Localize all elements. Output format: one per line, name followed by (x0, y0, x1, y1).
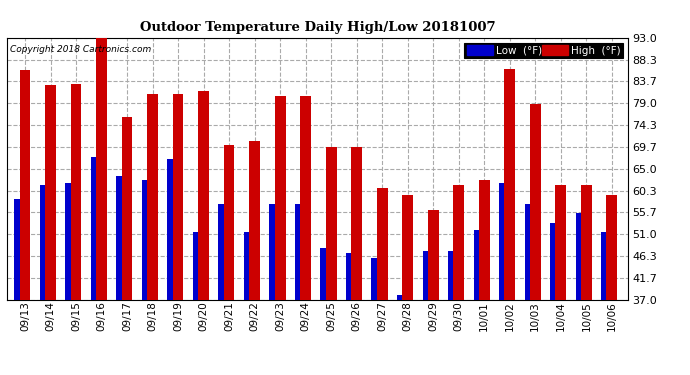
Bar (397, 295, 408, 300)
Bar (70, 84, 81, 300)
Bar (473, 230, 484, 300)
Bar (428, 210, 439, 300)
Title: Outdoor Temperature Daily High/Low 20181007: Outdoor Temperature Daily High/Low 20181… (139, 21, 495, 33)
Bar (575, 213, 586, 300)
Bar (198, 92, 209, 300)
Bar (524, 204, 535, 300)
Bar (555, 185, 566, 300)
Bar (479, 180, 490, 300)
Bar (224, 145, 235, 300)
Bar (295, 204, 306, 300)
Bar (371, 258, 382, 300)
Bar (96, 37, 107, 300)
Bar (249, 141, 260, 300)
Bar (550, 223, 561, 300)
Bar (19, 70, 30, 300)
Bar (530, 104, 541, 300)
Bar (168, 159, 178, 300)
Bar (14, 199, 25, 300)
Bar (147, 94, 158, 300)
Text: Copyright 2018 Cartronics.com: Copyright 2018 Cartronics.com (10, 45, 151, 54)
Bar (499, 183, 510, 300)
Bar (300, 96, 311, 300)
Bar (402, 195, 413, 300)
Bar (448, 251, 459, 300)
Bar (117, 176, 127, 300)
Bar (326, 147, 337, 300)
Bar (504, 69, 515, 300)
Bar (269, 204, 280, 300)
Bar (607, 195, 617, 300)
Bar (351, 147, 362, 300)
Bar (581, 185, 591, 300)
Bar (422, 251, 433, 300)
Bar (453, 185, 464, 300)
Bar (219, 204, 229, 300)
Bar (121, 117, 132, 300)
Bar (193, 232, 204, 300)
Bar (66, 183, 76, 300)
Bar (172, 94, 184, 300)
Bar (601, 232, 612, 300)
Bar (45, 85, 56, 300)
Bar (275, 96, 286, 300)
Bar (320, 248, 331, 300)
Bar (244, 232, 255, 300)
Legend: Low  (°F), High  (°F): Low (°F), High (°F) (464, 43, 622, 58)
Bar (346, 253, 357, 300)
Bar (377, 188, 388, 300)
Bar (91, 157, 101, 300)
Bar (142, 180, 152, 300)
Bar (40, 185, 50, 300)
